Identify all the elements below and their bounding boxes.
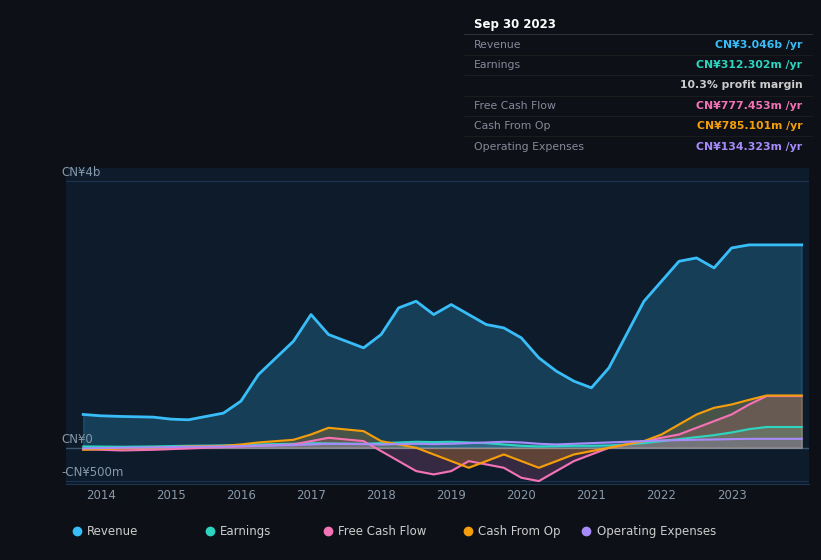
Text: Free Cash Flow: Free Cash Flow <box>475 101 556 111</box>
Text: Operating Expenses: Operating Expenses <box>597 525 716 538</box>
Text: Earnings: Earnings <box>475 60 521 70</box>
Text: Cash From Op: Cash From Op <box>475 121 551 131</box>
Text: Operating Expenses: Operating Expenses <box>475 142 585 152</box>
Text: CN¥134.323m /yr: CN¥134.323m /yr <box>696 142 802 152</box>
Text: CN¥4b: CN¥4b <box>62 166 101 179</box>
Text: Revenue: Revenue <box>87 525 138 538</box>
Text: Earnings: Earnings <box>220 525 271 538</box>
Text: Cash From Op: Cash From Op <box>479 525 561 538</box>
Text: 10.3% profit margin: 10.3% profit margin <box>680 81 802 90</box>
Text: Free Cash Flow: Free Cash Flow <box>338 525 426 538</box>
Text: CN¥777.453m /yr: CN¥777.453m /yr <box>696 101 802 111</box>
Text: Sep 30 2023: Sep 30 2023 <box>475 18 556 31</box>
Text: CN¥312.302m /yr: CN¥312.302m /yr <box>696 60 802 70</box>
Text: -CN¥500m: -CN¥500m <box>62 466 124 479</box>
Text: CN¥785.101m /yr: CN¥785.101m /yr <box>697 121 802 131</box>
Text: CN¥0: CN¥0 <box>62 433 94 446</box>
Text: Revenue: Revenue <box>475 40 522 50</box>
Text: CN¥3.046b /yr: CN¥3.046b /yr <box>715 40 802 50</box>
